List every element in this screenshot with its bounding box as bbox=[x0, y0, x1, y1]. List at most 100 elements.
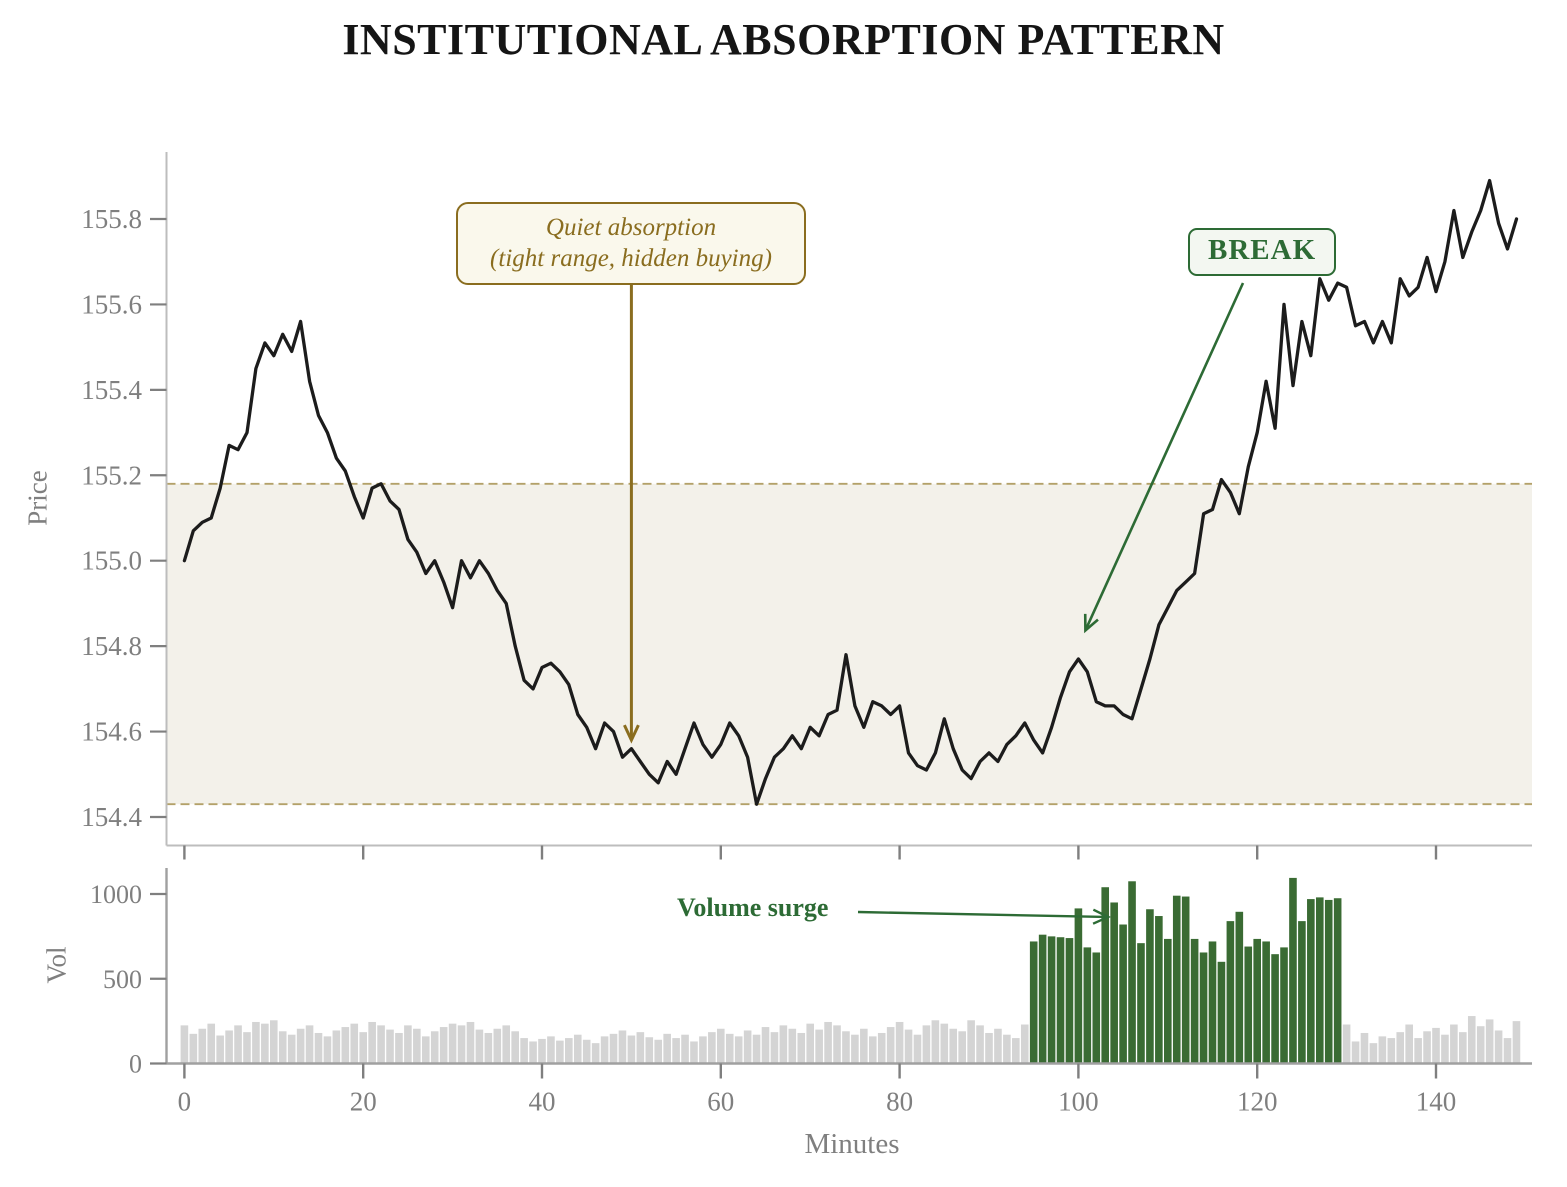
volume-bar-surge bbox=[1128, 881, 1136, 1064]
volume-bar bbox=[207, 1023, 216, 1064]
volume-bar bbox=[556, 1040, 564, 1064]
volume-bar bbox=[341, 1027, 350, 1064]
volume-bar bbox=[860, 1028, 868, 1064]
vol-tick-label: 1000 bbox=[90, 880, 142, 909]
volume-bar bbox=[484, 1032, 493, 1064]
volume-bar bbox=[708, 1032, 716, 1064]
volume-bar-surge bbox=[1271, 954, 1279, 1064]
volume-bar bbox=[225, 1030, 233, 1064]
x-tick-label: 140 bbox=[1416, 1087, 1457, 1117]
price-line bbox=[182, 178, 1519, 806]
volume-bar bbox=[565, 1038, 573, 1064]
volume-bar bbox=[636, 1032, 645, 1064]
volume-bar bbox=[672, 1038, 680, 1064]
volume-bar bbox=[261, 1023, 269, 1064]
volume-bar bbox=[985, 1032, 993, 1064]
volume-bar bbox=[824, 1021, 832, 1064]
vol-tick-label: 0 bbox=[129, 1050, 142, 1079]
volume-surge-annotation: Volume surge bbox=[677, 893, 829, 922]
volume-bar-surge bbox=[1289, 877, 1297, 1064]
volume-bar-surge bbox=[1244, 946, 1253, 1064]
volume-bar-surge bbox=[1137, 943, 1145, 1064]
volume-bar-surge bbox=[1074, 908, 1083, 1064]
volume-bar bbox=[377, 1025, 385, 1064]
volume-bar bbox=[439, 1027, 448, 1064]
volume-bar bbox=[931, 1020, 940, 1064]
volume-bar bbox=[770, 1032, 779, 1064]
volume-bar bbox=[654, 1039, 663, 1064]
volume-bar-surge bbox=[1226, 921, 1235, 1064]
volume-bar-surge bbox=[1083, 947, 1092, 1064]
volume-bar bbox=[1378, 1036, 1387, 1064]
volume-bar bbox=[466, 1021, 475, 1064]
volume-bar bbox=[243, 1032, 251, 1064]
volume-bar bbox=[1441, 1034, 1449, 1064]
volume-bar-surge bbox=[1298, 921, 1306, 1064]
volume-bar bbox=[922, 1025, 931, 1064]
price-tick-label: 155.2 bbox=[81, 460, 142, 490]
price-tick-label: 155.0 bbox=[81, 546, 142, 576]
volume-bar bbox=[493, 1028, 502, 1064]
vol-tick-label: 500 bbox=[103, 965, 142, 994]
volume-bar bbox=[430, 1031, 439, 1064]
x-tick-label: 60 bbox=[707, 1087, 734, 1117]
volume-bar bbox=[797, 1032, 806, 1064]
volume-bar bbox=[913, 1034, 922, 1064]
volume-bar bbox=[1012, 1038, 1020, 1064]
volume-bar bbox=[609, 1033, 618, 1064]
x-tick-label: 100 bbox=[1058, 1087, 1099, 1117]
volume-bar bbox=[591, 1043, 600, 1064]
volume-bar-surge bbox=[1307, 899, 1315, 1064]
x-tick-label: 40 bbox=[529, 1087, 556, 1117]
price-axis-label: Price bbox=[22, 470, 53, 526]
volume-bar bbox=[1432, 1027, 1440, 1064]
volume-bar bbox=[663, 1033, 671, 1064]
volume-bar bbox=[886, 1027, 895, 1064]
volume-bar-surge bbox=[1217, 961, 1226, 1064]
volume-bar bbox=[1503, 1038, 1512, 1064]
volume-bar bbox=[725, 1033, 734, 1064]
volume-bar bbox=[627, 1035, 636, 1064]
quiet-absorption-line2: (tight range, hidden buying) bbox=[490, 245, 772, 272]
volume-bar bbox=[600, 1036, 609, 1064]
volume-bar bbox=[538, 1038, 546, 1064]
volume-bar bbox=[189, 1033, 198, 1064]
volume-bar bbox=[1423, 1031, 1431, 1064]
volume-bar bbox=[752, 1034, 761, 1064]
volume-bar bbox=[833, 1025, 841, 1064]
volume-bar bbox=[448, 1023, 457, 1064]
volume-surge-arrow-shaft bbox=[857, 910, 1106, 919]
volume-bar bbox=[761, 1027, 770, 1064]
volume-bar-surge bbox=[1110, 902, 1118, 1064]
volume-bar bbox=[475, 1029, 484, 1064]
volume-bar-surge bbox=[1056, 937, 1065, 1064]
volume-bar bbox=[305, 1025, 314, 1064]
volume-bar-surge bbox=[1190, 938, 1199, 1064]
x-tick-label: 80 bbox=[886, 1087, 913, 1117]
volume-bar bbox=[296, 1028, 305, 1064]
volume-bar bbox=[904, 1029, 913, 1064]
volume-bar bbox=[1342, 1024, 1351, 1064]
volume-bar bbox=[547, 1036, 555, 1064]
volume-bar bbox=[359, 1032, 367, 1064]
volume-bar bbox=[681, 1034, 689, 1064]
volume-bar bbox=[895, 1021, 904, 1064]
price-tick-label: 155.4 bbox=[81, 375, 142, 405]
quiet-absorption-arrow-head bbox=[623, 724, 640, 744]
volume-bar bbox=[323, 1036, 332, 1064]
volume-bar bbox=[1020, 1024, 1029, 1064]
break-arrow-head bbox=[1083, 613, 1099, 634]
volume-bar-surge bbox=[1172, 895, 1181, 1064]
volume-bar bbox=[806, 1023, 814, 1064]
x-tick-label: 0 bbox=[178, 1087, 192, 1117]
break-arrow-shaft bbox=[1085, 282, 1245, 629]
volume-bar bbox=[573, 1034, 582, 1064]
volume-bar-surge bbox=[1029, 941, 1038, 1064]
x-tick-label: 120 bbox=[1237, 1087, 1278, 1117]
volume-bar bbox=[788, 1028, 797, 1064]
volume-bar bbox=[743, 1030, 752, 1064]
volume-bar bbox=[1414, 1038, 1422, 1064]
price-tick-label: 155.8 bbox=[81, 204, 142, 234]
price-tick-label: 154.8 bbox=[81, 631, 142, 661]
volume-bar bbox=[180, 1025, 189, 1064]
